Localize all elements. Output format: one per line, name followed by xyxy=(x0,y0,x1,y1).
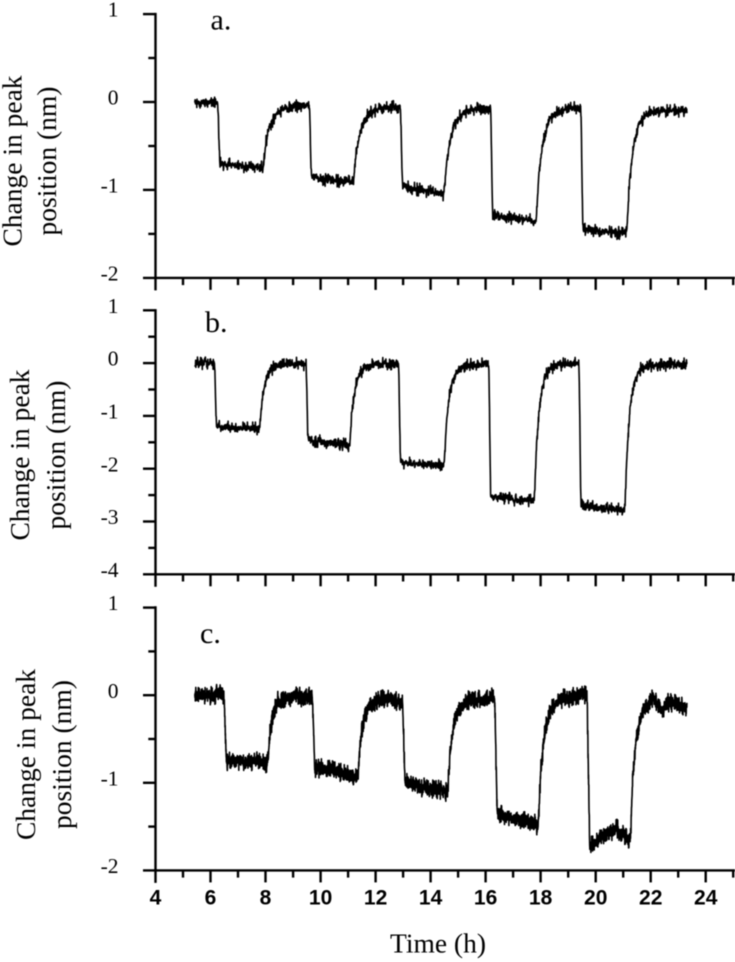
svg-text:position (nm): position (nm) xyxy=(31,87,62,236)
svg-text:Change in peak: Change in peak xyxy=(0,75,28,246)
svg-text:-2: -2 xyxy=(101,452,119,476)
svg-text:6: 6 xyxy=(205,887,217,910)
svg-text:-2: -2 xyxy=(101,854,119,878)
svg-text:1: 1 xyxy=(108,591,119,615)
svg-text:1: 1 xyxy=(108,294,119,318)
svg-text:24: 24 xyxy=(694,887,718,910)
svg-text:1: 1 xyxy=(108,0,119,22)
svg-text:Change in peak: Change in peak xyxy=(4,369,35,540)
svg-text:position (nm): position (nm) xyxy=(46,680,77,829)
svg-text:16: 16 xyxy=(474,887,497,910)
svg-text:-2: -2 xyxy=(101,262,119,286)
svg-text:-1: -1 xyxy=(101,400,119,424)
svg-text:c.: c. xyxy=(200,617,221,650)
svg-text:-1: -1 xyxy=(101,174,119,198)
svg-text:0: 0 xyxy=(108,86,119,110)
svg-text:20: 20 xyxy=(584,887,607,910)
svg-text:-3: -3 xyxy=(101,505,119,529)
svg-text:a.: a. xyxy=(211,4,232,37)
svg-text:0: 0 xyxy=(108,347,119,371)
svg-text:-4: -4 xyxy=(101,558,119,582)
svg-text:8: 8 xyxy=(260,887,272,910)
svg-text:-1: -1 xyxy=(101,766,119,790)
svg-text:0: 0 xyxy=(108,679,119,703)
svg-text:Change in peak: Change in peak xyxy=(10,669,41,840)
svg-text:4: 4 xyxy=(150,887,162,910)
svg-text:12: 12 xyxy=(364,887,387,910)
svg-text:Time (h): Time (h) xyxy=(390,928,486,959)
svg-text:position (nm): position (nm) xyxy=(40,381,71,530)
svg-text:14: 14 xyxy=(419,887,443,910)
svg-text:22: 22 xyxy=(639,887,662,910)
svg-text:10: 10 xyxy=(309,887,332,910)
svg-text:18: 18 xyxy=(529,887,553,910)
svg-text:b.: b. xyxy=(205,306,228,339)
